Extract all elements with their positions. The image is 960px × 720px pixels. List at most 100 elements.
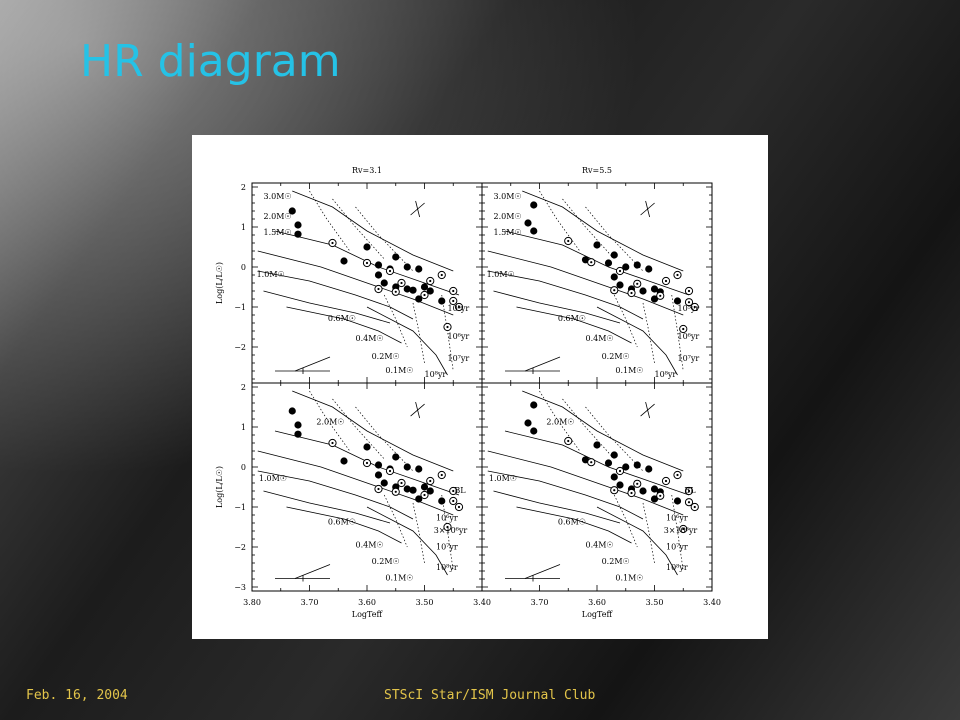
isochrone-line — [355, 406, 414, 472]
open-data-point-center — [331, 241, 334, 245]
evolutionary-track — [493, 490, 621, 524]
error-cross — [415, 200, 420, 218]
filled-data-point — [403, 263, 411, 271]
x-tick-label: 3.60 — [358, 598, 376, 607]
track-label: 0.1M☉ — [615, 366, 643, 375]
filled-data-point — [650, 285, 659, 293]
open-data-point-center — [423, 293, 426, 297]
reddening-vector — [294, 356, 331, 372]
filled-data-point — [530, 401, 538, 409]
open-data-point-center — [687, 501, 691, 504]
track-label: 1.5M☉ — [494, 228, 522, 237]
isochrone-line — [671, 294, 684, 372]
isochrone-line — [562, 398, 615, 460]
filled-data-point — [415, 265, 423, 273]
isochrone-line — [332, 398, 385, 460]
open-data-point-center — [664, 479, 668, 483]
open-data-point-center — [400, 281, 403, 285]
filled-data-point — [622, 463, 630, 471]
x-tick-label: 3.60 — [588, 598, 606, 607]
evolutionary-track — [596, 506, 678, 576]
open-data-point-center — [457, 505, 461, 509]
filled-data-point — [438, 297, 446, 305]
evolutionary-track — [516, 306, 632, 344]
evolutionary-track — [487, 250, 684, 316]
filled-data-point — [374, 261, 383, 269]
y-axis-label: Log(L/L☉) — [215, 262, 224, 304]
open-data-point-center — [446, 525, 449, 529]
open-data-point-center — [630, 291, 633, 295]
open-data-point-center — [693, 305, 696, 309]
x-axis-label: LogTeff — [582, 610, 614, 619]
isochrone-label: 10⁶yr — [436, 513, 458, 522]
filled-data-point — [374, 471, 383, 479]
isochrone-label: 10⁶yr — [678, 332, 700, 341]
x-tick-label: 3.70 — [531, 598, 549, 607]
filled-data-point — [409, 486, 417, 494]
y-tick-label: 1 — [241, 423, 246, 432]
filled-data-point — [294, 430, 302, 438]
isochrone-line — [539, 190, 581, 252]
filled-data-point — [604, 259, 613, 267]
reddening-vector — [524, 356, 561, 372]
error-cross — [645, 200, 650, 218]
isochrone-label: 10⁷yr — [678, 354, 700, 363]
evolutionary-track — [286, 506, 402, 544]
isochrone-line — [585, 206, 644, 272]
open-data-point-center — [452, 299, 455, 303]
open-data-point-center — [676, 473, 679, 477]
track-label: 0.6M☉ — [328, 517, 356, 526]
x-tick-label: 3.40 — [473, 598, 491, 607]
filled-data-point — [340, 457, 348, 465]
filled-data-point — [294, 421, 302, 429]
filled-data-point — [374, 271, 383, 279]
filled-data-point — [403, 285, 411, 293]
x-tick-label: 3.80 — [243, 598, 261, 607]
x-tick-label: 3.40 — [703, 598, 721, 607]
y-tick-label: −2 — [234, 543, 246, 552]
open-data-point-center — [365, 261, 369, 265]
isochrone-line — [332, 198, 385, 260]
filled-data-point — [288, 207, 296, 215]
evolutionary-track — [487, 470, 644, 520]
track-label: BL — [684, 486, 696, 495]
panel-frame — [481, 382, 713, 592]
track-label: 0.1M☉ — [615, 574, 643, 583]
open-data-point-center — [636, 482, 639, 485]
track-label: 2.0M☉ — [316, 418, 344, 427]
open-data-point-center — [429, 279, 432, 283]
open-data-point-center — [676, 273, 679, 277]
isochrone-label: 10⁸yr — [655, 370, 677, 379]
y-tick-label: 2 — [241, 383, 246, 392]
filled-data-point — [650, 495, 659, 503]
isochrone-line — [642, 302, 655, 364]
y-axis-label: Log(L/L☉) — [215, 466, 224, 508]
evolutionary-track — [504, 230, 690, 296]
open-data-point-center — [682, 327, 685, 331]
filled-data-point — [524, 419, 532, 427]
open-data-point-center — [693, 505, 696, 509]
filled-data-point — [645, 265, 653, 273]
open-data-point-center — [457, 305, 461, 309]
open-data-point-center — [452, 289, 455, 293]
open-data-point-center — [400, 481, 403, 485]
filled-data-point — [420, 483, 429, 491]
filled-data-point — [420, 283, 429, 291]
isochrone-line — [355, 206, 414, 272]
filled-data-point — [409, 286, 417, 294]
y-tick-label: −3 — [234, 583, 246, 592]
evolutionary-track — [493, 290, 621, 324]
track-label: 0.6M☉ — [558, 314, 586, 323]
x-tick-label: 3.70 — [301, 598, 319, 607]
reddening-vector — [294, 564, 331, 579]
filled-data-point — [392, 253, 400, 261]
slide-title: HR diagram — [80, 36, 341, 87]
evolutionary-track — [516, 506, 632, 544]
open-data-point-center — [687, 489, 691, 493]
y-tick-label: 0 — [241, 263, 246, 272]
filled-data-point — [426, 487, 434, 495]
isochrone-label: 10⁸yr — [666, 563, 688, 572]
track-label: 0.1M☉ — [385, 366, 413, 375]
filled-data-point — [288, 407, 296, 415]
open-data-point-center — [618, 469, 622, 473]
